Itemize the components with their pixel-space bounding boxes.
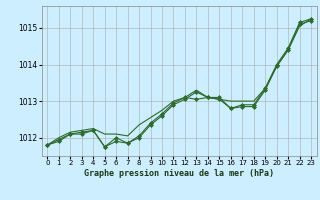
X-axis label: Graphe pression niveau de la mer (hPa): Graphe pression niveau de la mer (hPa): [84, 169, 274, 178]
